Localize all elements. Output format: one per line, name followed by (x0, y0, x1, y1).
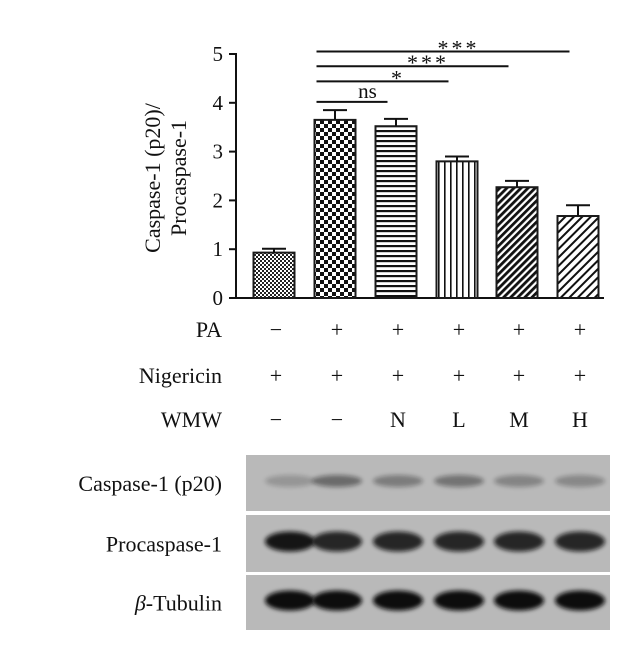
condition-value: + (513, 363, 525, 388)
significance-label: ns (358, 79, 377, 103)
blot-row-label: Procaspase-1 (106, 532, 222, 557)
bar (252, 251, 296, 299)
bar (313, 118, 357, 299)
condition-value: + (270, 363, 282, 388)
blot-band (555, 590, 605, 611)
blot-band (494, 475, 544, 487)
significance-group: ns******* (316, 36, 570, 103)
blot-band (265, 531, 315, 552)
significance-label: * (391, 65, 405, 90)
condition-value: + (513, 317, 525, 342)
condition-value: + (331, 363, 343, 388)
y-tick-label: 2 (213, 188, 224, 212)
blot-band (555, 531, 605, 552)
blot-band (312, 590, 362, 611)
significance-label: *** (438, 36, 480, 61)
condition-value: + (453, 317, 465, 342)
condition-value: − (331, 407, 343, 432)
error-bars-group (262, 109, 590, 253)
y-tick-label: 3 (213, 140, 224, 164)
conditions-table: PA − + + + + + Nigericin + + + + + + WMW − − N L M H (139, 317, 588, 432)
blot-band (265, 475, 315, 487)
condition-value: + (392, 317, 404, 342)
blot-band (373, 531, 423, 552)
beta-symbol: β (134, 591, 146, 616)
y-axis-label-line1: Caspase-1 (p20)/ (140, 102, 165, 253)
condition-value: + (392, 363, 404, 388)
condition-value: H (572, 407, 588, 432)
blot-band (373, 590, 423, 611)
blot-band (434, 590, 484, 611)
y-tick-label: 0 (213, 286, 224, 310)
blot-band (312, 531, 362, 552)
y-tick-label: 1 (213, 237, 224, 261)
condition-value: − (270, 407, 282, 432)
condition-label: WMW (161, 407, 222, 432)
condition-value: − (270, 317, 282, 342)
condition-value: N (390, 407, 406, 432)
blot-row-label: Caspase-1 (p20) (78, 471, 222, 496)
condition-value: L (452, 407, 465, 432)
bar (374, 125, 418, 299)
y-tick-label: 5 (213, 42, 224, 66)
blot-band (494, 531, 544, 552)
blot-band (494, 590, 544, 611)
blot-band (434, 531, 484, 552)
western-blot: Caspase-1 (p20) Procaspase-1 β-Tubulin (78, 455, 610, 630)
blot-band (312, 475, 362, 487)
condition-value: M (509, 407, 529, 432)
bars-group (252, 118, 600, 300)
blot-band (373, 475, 423, 487)
bar (435, 160, 479, 299)
tubulin-text: -Tubulin (146, 591, 222, 616)
condition-label: Nigericin (139, 363, 222, 388)
condition-value: + (331, 317, 343, 342)
y-axis: 0 1 2 3 4 5 (213, 42, 604, 310)
condition-value: + (574, 317, 586, 342)
y-axis-label-line2: Procaspase-1 (166, 120, 191, 236)
condition-value: + (574, 363, 586, 388)
condition-label: PA (196, 317, 222, 342)
blot-band (555, 475, 605, 487)
blot-band (265, 590, 315, 611)
blot-row-label: β-Tubulin (134, 591, 222, 616)
significance-label: *** (407, 50, 449, 75)
bar (495, 186, 539, 299)
bar (556, 215, 600, 300)
blot-band (434, 475, 484, 487)
condition-value: + (453, 363, 465, 388)
y-tick-label: 4 (213, 91, 224, 115)
